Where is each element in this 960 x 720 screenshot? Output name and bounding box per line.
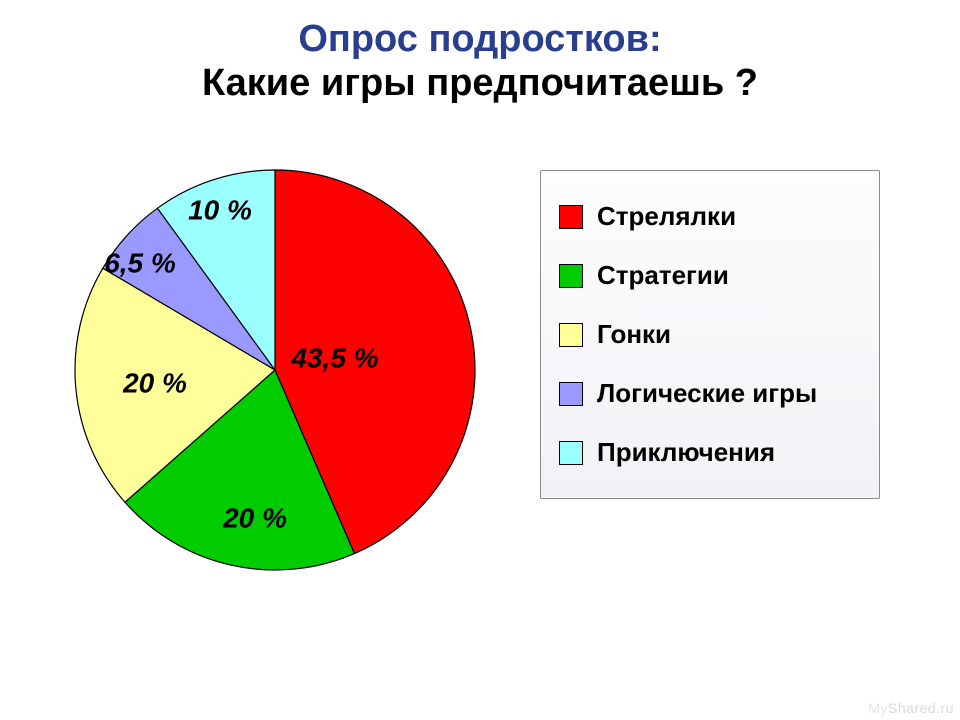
pie-slice-label: 6,5 % bbox=[104, 247, 176, 278]
legend-item: Стрелялки bbox=[557, 187, 863, 246]
legend-item: Приключения bbox=[557, 423, 863, 482]
pie-slice-label: 20 % bbox=[122, 367, 187, 398]
pie-slice-label: 10 % bbox=[188, 194, 252, 225]
legend-item: Логические игры bbox=[557, 364, 863, 423]
legend-item: Гонки bbox=[557, 305, 863, 364]
legend-swatch bbox=[559, 382, 583, 406]
watermark-suffix: Shared.ru bbox=[888, 700, 954, 716]
page: Опрос подростков: Какие игры предпочитае… bbox=[0, 0, 960, 720]
legend-label: Гонки bbox=[597, 319, 671, 350]
legend-label: Стрелялки bbox=[597, 201, 736, 232]
legend-item: Стратегии bbox=[557, 246, 863, 305]
pie-slice-label: 43,5 % bbox=[290, 342, 378, 373]
title-block: Опрос подростков: Какие игры предпочитае… bbox=[0, 18, 960, 105]
legend-label: Приключения bbox=[597, 437, 775, 468]
legend-swatch bbox=[559, 205, 583, 229]
legend-label: Стратегии bbox=[597, 260, 729, 291]
pie-chart-svg: 43,5 % 20 % 20 % 6,5 % 10 % bbox=[70, 165, 480, 575]
legend-swatch bbox=[559, 323, 583, 347]
legend-swatch bbox=[559, 264, 583, 288]
watermark: MyShared.ru bbox=[868, 700, 954, 716]
title-main: Опрос подростков: bbox=[0, 18, 960, 62]
watermark-prefix: My bbox=[868, 700, 888, 716]
title-sub: Какие игры предпочитаешь ? bbox=[0, 62, 960, 106]
legend: Стрелялки Стратегии Гонки Логические игры Пр… bbox=[540, 170, 880, 499]
legend-label: Логические игры bbox=[597, 378, 817, 409]
pie-chart: 43,5 % 20 % 20 % 6,5 % 10 % bbox=[70, 165, 480, 575]
legend-swatch bbox=[559, 441, 583, 465]
pie-slice-label: 20 % bbox=[222, 502, 287, 533]
